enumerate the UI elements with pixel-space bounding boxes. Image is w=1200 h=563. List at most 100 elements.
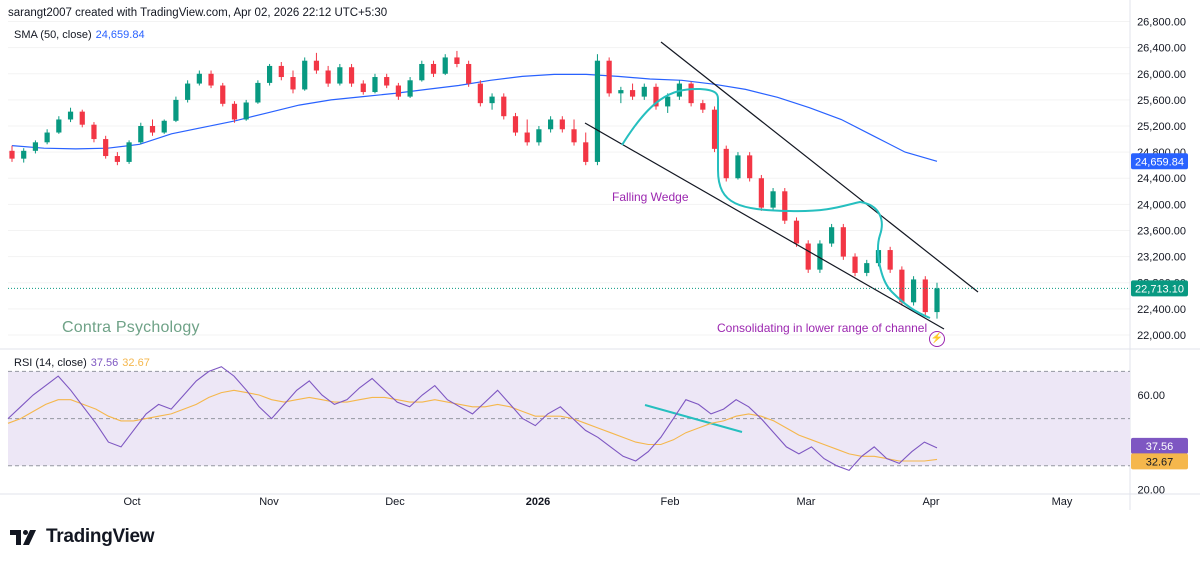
rsi-legend[interactable]: RSI (14, close) 37.56 32.67	[14, 357, 150, 369]
candle-body	[864, 263, 870, 273]
tradingview-logo[interactable]: TradingView	[10, 526, 155, 548]
rsi-ma-legend-value: 32.67	[122, 357, 150, 369]
time-tick-label: Feb	[661, 496, 680, 508]
candle-body	[583, 142, 589, 162]
candle-body	[899, 269, 905, 303]
price-grid	[0, 0, 1200, 510]
candle-body	[524, 132, 530, 143]
candle-body	[384, 77, 390, 86]
sma-line	[11, 73, 938, 162]
rsi-tick-label: 60.00	[1137, 390, 1165, 402]
time-tick-label: Nov	[259, 496, 279, 508]
tradingview-wordmark: TradingView	[46, 526, 155, 547]
rsi-trendline	[644, 404, 743, 433]
candle-body	[665, 96, 671, 107]
candles-layer	[9, 50, 940, 319]
price-tick-label: 26,400.00	[1137, 43, 1186, 55]
rsi-line	[7, 366, 938, 472]
candle-body	[91, 124, 97, 140]
candle-body	[758, 178, 764, 208]
sma-line-layer	[11, 73, 938, 162]
time-tick-label: Dec	[385, 496, 405, 508]
candle-body	[910, 279, 917, 303]
sma-legend[interactable]: SMA (50, close) 24,659.84	[14, 29, 145, 41]
candle-body	[840, 227, 846, 257]
candle-body	[243, 102, 249, 120]
candle-body	[548, 119, 554, 130]
price-tags: 24,659.84 22,713.10 37.56 32.67	[1131, 153, 1188, 470]
candle-body	[430, 63, 437, 74]
candle-body	[395, 85, 401, 97]
candle-body	[747, 155, 753, 179]
last-price-tag: 22,713.10	[1135, 283, 1184, 295]
rsi-legend-label: RSI (14, close)	[14, 357, 87, 369]
candle-body	[489, 96, 495, 104]
candle-body	[419, 63, 425, 81]
candle-body	[922, 279, 928, 313]
rsi-band-lines	[8, 370, 1130, 467]
rsi-tick-label: 20.00	[1137, 484, 1165, 496]
candle-body	[173, 99, 179, 121]
falling-wedge-label[interactable]: Falling Wedge	[612, 190, 689, 204]
candle-body	[103, 139, 109, 157]
sma-price-tag-bg	[1131, 153, 1188, 170]
candle-body	[161, 120, 167, 133]
sma-price-tag: 24,659.84	[1135, 156, 1184, 168]
price-tick-label: 22,000.00	[1137, 330, 1186, 342]
candle-body	[79, 111, 85, 125]
candle-body	[793, 220, 800, 244]
candle-body	[32, 142, 39, 151]
candle-body	[629, 90, 636, 97]
price-tick-label: 25,200.00	[1137, 121, 1186, 133]
price-tick-label: 22,400.00	[1137, 304, 1186, 316]
candle-body	[454, 57, 460, 64]
candle-body	[255, 82, 261, 103]
candle-body	[770, 191, 776, 208]
candle-body	[711, 109, 718, 149]
candle-body	[501, 96, 507, 117]
drawings-layer	[8, 41, 1130, 433]
candle-body	[606, 60, 612, 94]
candle-body	[149, 126, 156, 133]
consolidation-note[interactable]: Consolidating in lower range of channel	[717, 321, 928, 335]
candle-body	[348, 67, 355, 84]
wedge-lower-line	[584, 122, 945, 330]
rsi-value-tag-bg	[1131, 437, 1188, 454]
watermark-text: Contra Psychology	[62, 319, 200, 336]
price-tick-label: 26,000.00	[1137, 69, 1186, 81]
candle-body	[21, 150, 27, 159]
candle-body	[220, 85, 226, 104]
candle-body	[618, 90, 624, 94]
candle-body	[817, 243, 823, 270]
candle-body	[559, 119, 565, 130]
lightning-icon[interactable]: ⚡	[929, 331, 945, 347]
candle-body	[934, 288, 940, 313]
candle-body	[44, 132, 50, 143]
rsi-value-tag: 37.56	[1146, 441, 1174, 453]
time-tick-label: May	[1052, 496, 1073, 508]
candle-body	[313, 60, 320, 71]
candle-body	[852, 256, 858, 273]
sma-legend-label: SMA (50, close)	[14, 29, 92, 41]
candle-body	[114, 156, 120, 162]
author-line: sarangt2007 created with TradingView.com…	[8, 7, 388, 19]
price-tick-label: 25,600.00	[1137, 95, 1186, 107]
price-axis: 22,000.0022,400.0022,800.0023,200.0023,6…	[1137, 17, 1186, 342]
candle-body	[196, 73, 202, 84]
candle-body	[372, 77, 378, 93]
candle-body	[290, 77, 296, 90]
price-tick-label: 24,400.00	[1137, 173, 1186, 185]
candle-body	[302, 60, 308, 90]
price-tick-label: 23,600.00	[1137, 225, 1186, 237]
candle-body	[735, 155, 741, 179]
candle-body	[67, 111, 74, 120]
candle-body	[208, 73, 214, 86]
rsi-ma-value-tag: 32.67	[1146, 456, 1174, 468]
candle-body	[887, 250, 893, 270]
candle-body	[325, 70, 331, 84]
candle-body	[653, 86, 659, 107]
candle-body	[185, 83, 191, 100]
price-tick-label: 23,200.00	[1137, 252, 1186, 264]
tradingview-logo-icon	[10, 530, 36, 545]
rsi-line-layer	[7, 366, 938, 472]
